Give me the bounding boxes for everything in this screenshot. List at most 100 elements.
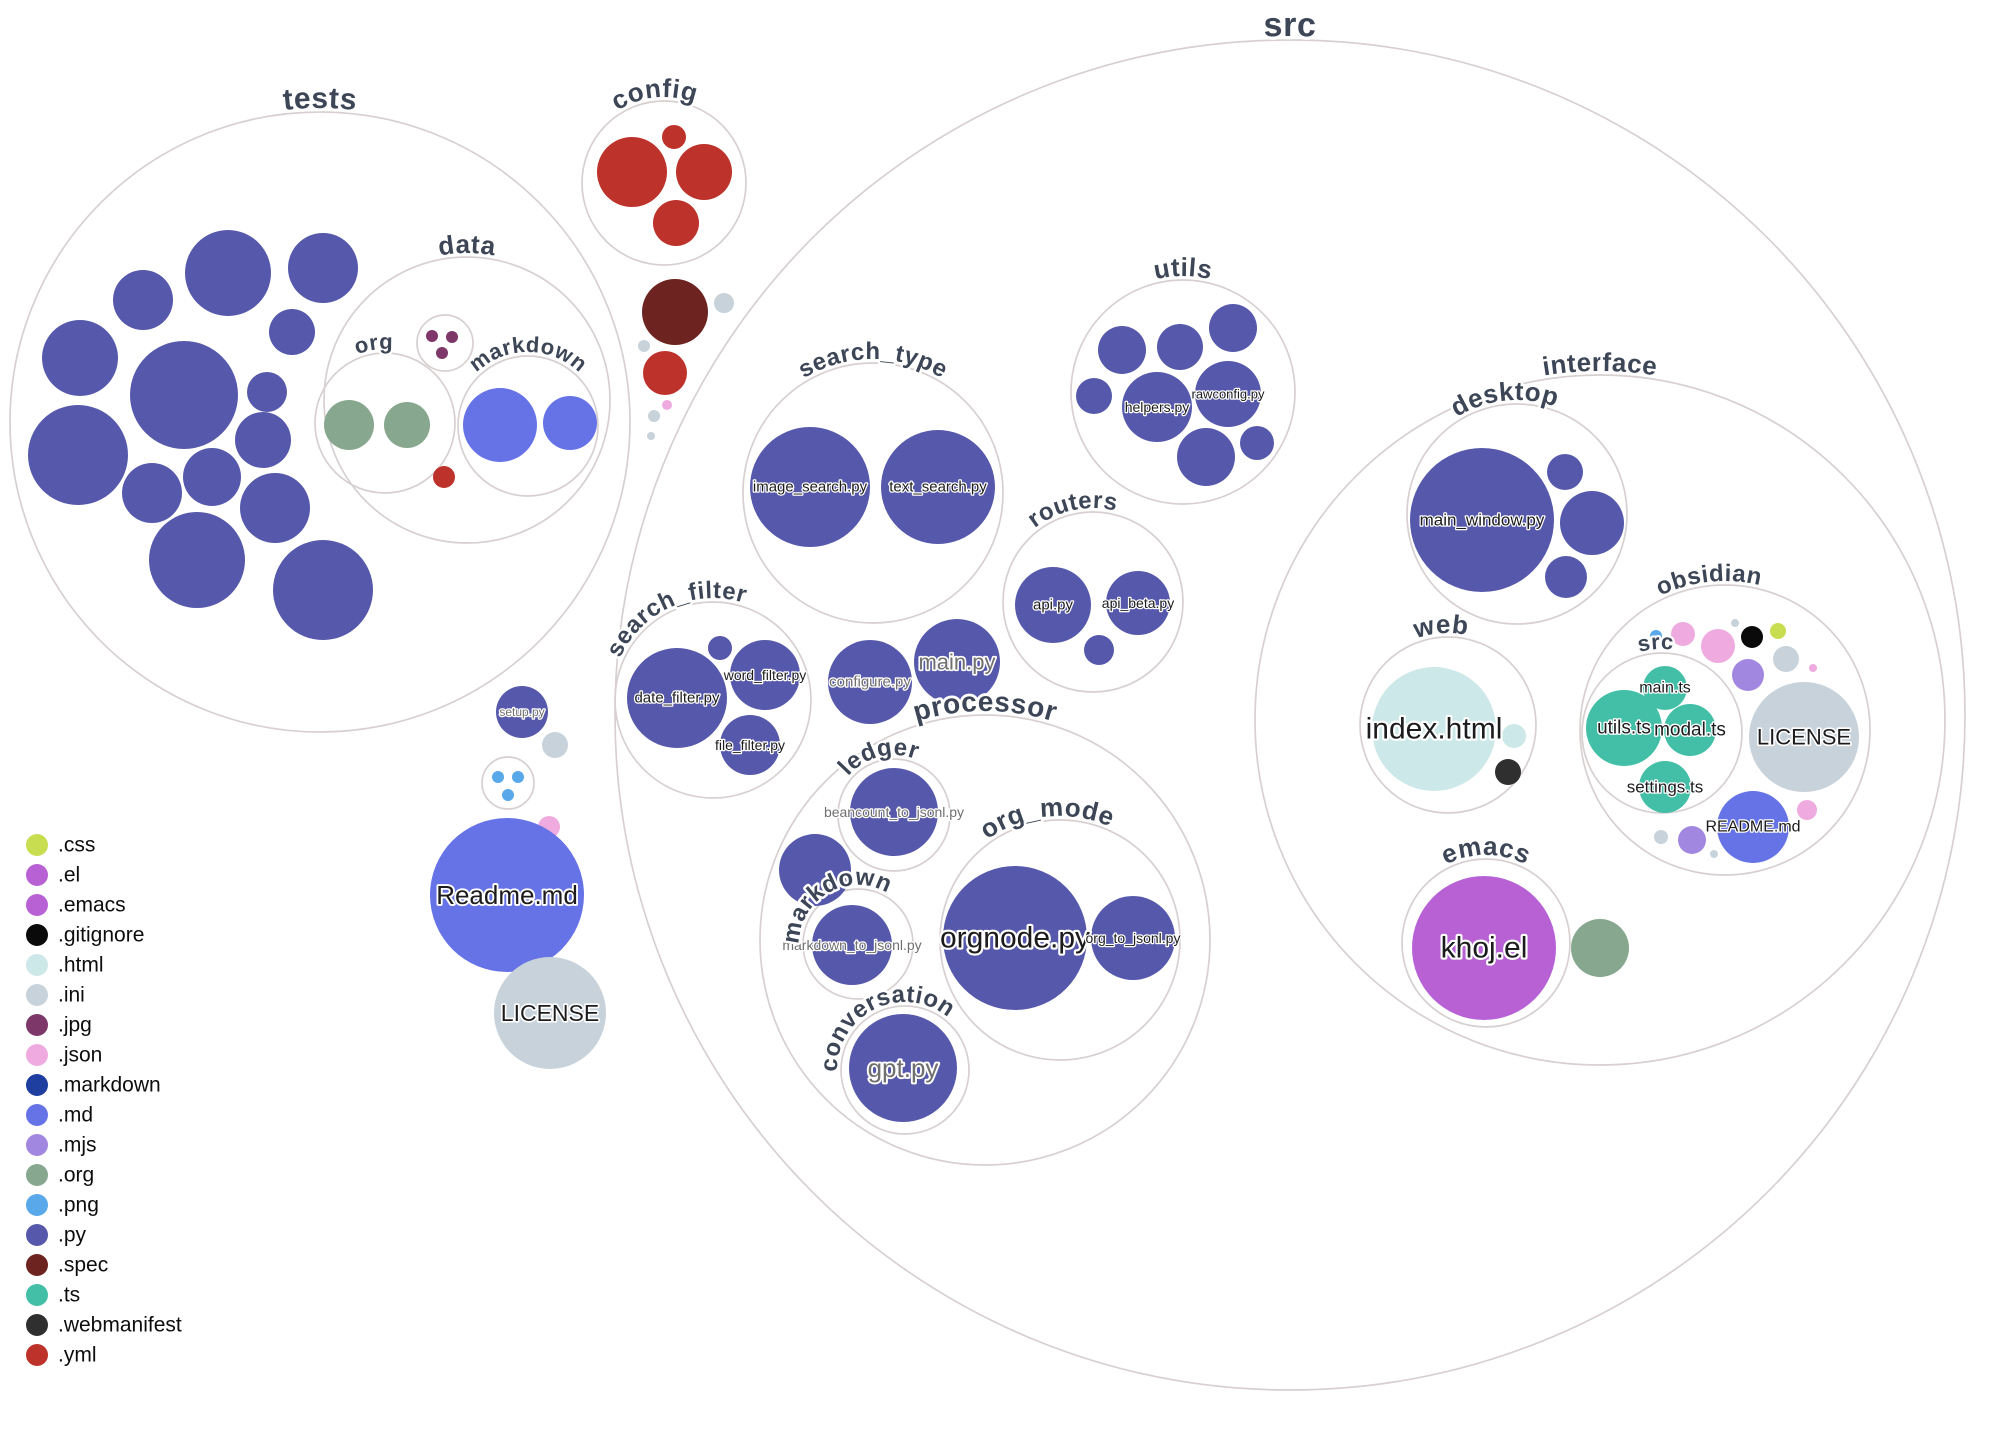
file-label-procmd-markdown-py: markdown_to_jsonl.py xyxy=(782,937,921,953)
file-circle-data-md-1 xyxy=(463,388,537,462)
dir-circle-root-images xyxy=(481,756,535,810)
file-circle-tests-py-13 xyxy=(149,512,245,608)
file-label-obs-readme-md: README.md xyxy=(1705,819,1800,836)
dir-label-src-routers: routers xyxy=(1023,487,1120,533)
file-circle-obs-license xyxy=(1749,682,1859,792)
file-label-sf-file-filter-py: file_filter.py xyxy=(715,737,785,753)
file-circle-obs-json-4 xyxy=(1797,800,1817,820)
file-circle-sf-file-filter-py xyxy=(720,715,780,775)
legend-label-mjs: .mjs xyxy=(58,1134,97,1157)
file-circle-obs-ini-1 xyxy=(1731,619,1739,627)
file-circles xyxy=(28,125,1859,1122)
file-circle-root-png-3 xyxy=(502,789,514,801)
file-circle-obs-png-1 xyxy=(1650,630,1662,642)
file-circle-config-yml-4 xyxy=(653,200,699,246)
file-circle-routers-py-1 xyxy=(1084,635,1114,665)
file-circle-tests-py-14 xyxy=(273,540,373,640)
file-labels: setup.py Readme.md LICENSE main.py configure… xyxy=(434,385,1852,1085)
file-circle-utils-py-3 xyxy=(1209,304,1257,352)
file-label-obssrc-utils-ts: utils.ts xyxy=(1597,718,1651,739)
legend-swatch-webmanifest xyxy=(26,1314,48,1336)
dir-label-tests-data-markdown: markdown xyxy=(464,332,592,377)
legend-label-md: .md xyxy=(58,1104,93,1127)
dir-label-src-interface-obsidian-src: src xyxy=(1635,629,1674,657)
file-circle-desktop-py-3 xyxy=(1545,556,1587,598)
file-circle-root-json-1 xyxy=(662,400,672,410)
file-circle-obs-ini-3 xyxy=(1654,830,1668,844)
file-circle-data-org-1 xyxy=(324,400,374,450)
file-circle-orgmode-orgnode-py xyxy=(943,866,1087,1010)
legend-label-webmanifest: .webmanifest xyxy=(58,1314,182,1337)
legend-swatch-el xyxy=(26,864,48,886)
file-circle-emacs-khoj-el xyxy=(1412,876,1556,1020)
file-label-obssrc-modal-ts: modal.ts xyxy=(1654,720,1726,741)
dir-label-src-utils: utils xyxy=(1151,252,1215,285)
file-label-desktop-main-window-py: main_window.py xyxy=(1420,511,1545,530)
file-circle-iface-org-1 xyxy=(1571,919,1629,977)
file-circle-root-ini-4 xyxy=(647,432,655,440)
file-circle-root-ini-5 xyxy=(542,732,568,758)
legend-swatch-png xyxy=(26,1194,48,1216)
file-circle-config-yml-1 xyxy=(597,137,667,207)
file-label-src-main-py: main.py xyxy=(918,650,995,675)
dir-circle-config xyxy=(581,100,747,266)
file-label-ledger-beancount-py: beancount_to_jsonl.py xyxy=(824,804,964,820)
file-circle-utils-py-5 xyxy=(1177,428,1235,486)
file-circle-obssrc-main-ts xyxy=(1643,666,1687,710)
legend-swatch-json xyxy=(26,1044,48,1066)
file-circle-obs-mjs-2 xyxy=(1678,826,1706,854)
file-circle-obs-json-3 xyxy=(1809,664,1817,672)
legend-swatch-gitignore xyxy=(26,924,48,946)
dir-circle-src-interface xyxy=(1254,374,1946,1066)
file-circle-obssrc-settings-ts xyxy=(1639,761,1691,813)
legend-swatch-yml xyxy=(26,1344,48,1366)
file-circle-tests-py-1 xyxy=(185,230,271,316)
legend-label-json: .json xyxy=(58,1044,102,1067)
file-circle-obs-mjs-1 xyxy=(1732,659,1764,691)
file-label-utils-helpers-py: helpers.py xyxy=(1125,399,1190,415)
file-circle-data-md-2 xyxy=(543,396,597,450)
dir-circle-src-processor-conversation xyxy=(840,1005,970,1135)
dir-circle-src-processor-ledger xyxy=(837,758,951,872)
legend-label-jpg: .jpg xyxy=(58,1014,92,1037)
file-circle-utils-py-1 xyxy=(1098,326,1146,374)
file-circle-web-html-1 xyxy=(1502,724,1526,748)
dir-circle-tests-data xyxy=(323,256,611,544)
dir-circle-tests-data-images xyxy=(416,314,474,372)
dir-circle-tests-data-org xyxy=(314,352,456,494)
file-circle-root-ini-2 xyxy=(638,340,650,352)
legend-swatch-css xyxy=(26,834,48,856)
legend-swatch-py xyxy=(26,1224,48,1246)
legend-label-org: .org xyxy=(58,1164,94,1187)
file-circle-conv-gpt-py xyxy=(849,1014,957,1122)
dir-circle-src-processor xyxy=(759,714,1211,1166)
dir-label-tests-data: data xyxy=(436,229,498,261)
file-circle-config-yml-2 xyxy=(662,125,686,149)
file-circle-orgmode-org-to-jsonl-py xyxy=(1091,896,1175,980)
file-circle-utils-py-2 xyxy=(1157,324,1203,370)
file-label-obssrc-main-ts: main.ts xyxy=(1639,680,1691,697)
file-circle-obs-json-1 xyxy=(1671,622,1695,646)
file-circle-tests-py-11 xyxy=(235,412,291,468)
legend-label-yml: .yml xyxy=(58,1344,97,1367)
file-circle-root-png-1 xyxy=(492,771,504,783)
legend-label-png: .png xyxy=(58,1194,99,1217)
file-circle-routers-api-beta-py xyxy=(1106,571,1170,635)
file-label-web-index-html: index.html xyxy=(1366,713,1503,746)
file-circle-utils-rawconfig-py xyxy=(1195,361,1261,427)
dir-label-src: src xyxy=(1263,6,1317,44)
file-circle-tests-py-9 xyxy=(122,463,182,523)
file-circle-desktop-py-2 xyxy=(1560,491,1624,555)
legend: .css .el .emacs .gitignore .html .ini .jpg .jso… xyxy=(26,834,182,1367)
dir-label-src-interface-web: web xyxy=(1409,609,1470,644)
file-circle-sf-word-filter-py xyxy=(730,640,800,710)
file-circle-data-org-2 xyxy=(384,402,430,448)
dir-label-src-interface-desktop: desktop xyxy=(1445,376,1562,422)
file-label-routers-api-py: api.py xyxy=(1033,597,1074,614)
file-label-st-image-search-py: image_search.py xyxy=(753,479,868,496)
dir-circle-src xyxy=(614,39,1966,1391)
file-circle-obs-json-2 xyxy=(1701,629,1735,663)
dir-circle-src-search_type xyxy=(742,362,1004,624)
file-circle-root-readme-md xyxy=(430,818,584,972)
